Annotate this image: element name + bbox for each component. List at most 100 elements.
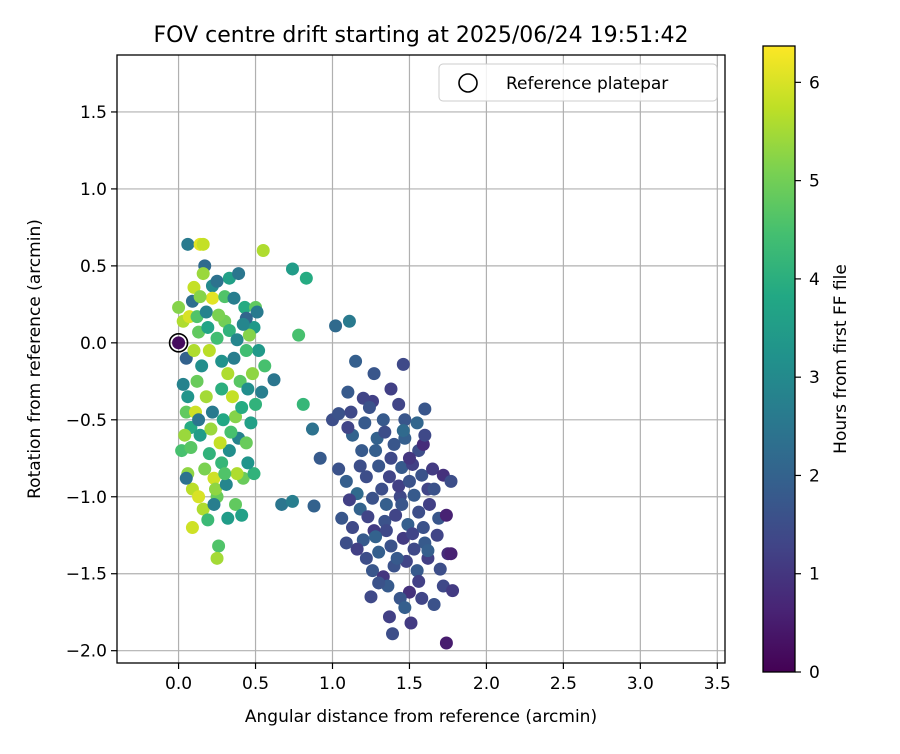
data-point xyxy=(395,497,409,511)
data-point xyxy=(196,267,210,281)
x-tick-label: 3.0 xyxy=(627,674,654,694)
data-point xyxy=(313,451,327,465)
data-point xyxy=(353,459,367,473)
data-point xyxy=(418,428,432,442)
data-point xyxy=(378,425,392,439)
data-point xyxy=(229,497,243,511)
data-point xyxy=(238,300,252,314)
data-point xyxy=(329,319,343,333)
data-point xyxy=(386,627,400,641)
data-point xyxy=(439,508,453,522)
data-point xyxy=(418,402,432,416)
data-point xyxy=(392,397,406,411)
data-point xyxy=(369,530,383,544)
x-axis-label: Angular distance from reference (arcmin) xyxy=(245,707,597,727)
data-point xyxy=(202,447,216,461)
data-point xyxy=(221,511,235,525)
data-point xyxy=(366,564,380,578)
data-point xyxy=(415,468,429,482)
data-point xyxy=(235,400,249,414)
y-tick-label: 0.0 xyxy=(80,334,107,354)
data-point xyxy=(362,400,376,414)
data-point xyxy=(241,456,255,470)
data-point xyxy=(192,413,206,427)
data-point xyxy=(207,471,221,485)
data-point xyxy=(296,397,310,411)
data-point xyxy=(196,502,210,516)
data-point xyxy=(384,382,398,396)
data-point xyxy=(426,462,440,476)
data-point xyxy=(305,422,319,436)
data-point xyxy=(412,505,426,519)
x-tick-label: 2.5 xyxy=(550,674,577,694)
y-tick-label: 1.0 xyxy=(80,180,107,200)
data-point xyxy=(407,542,421,556)
data-point xyxy=(275,497,289,511)
data-point xyxy=(232,267,246,281)
data-point xyxy=(209,482,223,496)
reference-marker xyxy=(168,333,189,353)
data-point xyxy=(398,601,412,615)
colorbar-tick-label: 4 xyxy=(809,270,820,290)
data-point xyxy=(255,385,269,399)
data-point xyxy=(339,474,353,488)
data-point xyxy=(179,405,193,419)
data-point xyxy=(416,521,430,535)
data-point xyxy=(184,441,198,455)
data-point xyxy=(204,422,218,436)
data-point xyxy=(210,551,224,565)
data-point xyxy=(344,405,358,419)
data-point xyxy=(222,324,236,338)
data-point xyxy=(421,544,435,558)
data-point xyxy=(285,494,299,508)
data-point xyxy=(358,416,372,430)
x-tick-label: 0.0 xyxy=(165,674,192,694)
data-point xyxy=(364,590,378,604)
data-point xyxy=(218,467,232,481)
data-point xyxy=(193,428,207,442)
data-point xyxy=(245,367,259,381)
data-point xyxy=(215,456,229,470)
data-point xyxy=(229,410,243,424)
y-tick-label: −2.0 xyxy=(66,642,107,662)
data-point xyxy=(332,462,346,476)
data-point xyxy=(339,536,353,550)
data-point xyxy=(201,513,215,527)
data-point xyxy=(199,305,213,319)
data-point xyxy=(395,461,409,475)
data-point xyxy=(207,497,221,511)
data-point xyxy=(359,551,373,565)
data-point xyxy=(342,493,356,507)
data-point xyxy=(412,574,426,588)
data-point xyxy=(205,291,219,305)
colorbar-tick-label: 3 xyxy=(809,368,820,388)
data-point xyxy=(382,610,396,624)
data-point xyxy=(410,564,424,578)
data-point xyxy=(422,497,436,511)
data-point xyxy=(427,598,441,612)
data-point xyxy=(379,497,393,511)
data-point xyxy=(372,545,386,559)
y-tick-label: 1.5 xyxy=(80,103,107,123)
legend-label: Reference platepar xyxy=(506,74,668,94)
colorbar-tick-label: 5 xyxy=(809,172,820,192)
data-point xyxy=(402,451,416,465)
colorbar-tick-label: 1 xyxy=(809,565,820,585)
colorbar: 0 1 2 3 4 5 6 Hours from first FF file xyxy=(762,45,851,683)
data-point xyxy=(350,542,364,556)
data-point xyxy=(230,333,244,347)
data-point xyxy=(252,344,266,358)
data-point xyxy=(389,508,403,522)
data-point xyxy=(376,413,390,427)
colorbar-tick-label: 2 xyxy=(809,466,820,486)
data-point xyxy=(355,444,369,458)
data-point xyxy=(356,391,370,405)
data-point xyxy=(181,237,195,251)
data-point xyxy=(230,467,244,481)
y-tick-label: 0.5 xyxy=(80,257,107,277)
data-point xyxy=(382,470,396,484)
x-axis-ticks: 0.0 0.5 1.0 1.5 2.0 2.5 3.0 3.5 xyxy=(165,663,731,694)
data-point xyxy=(346,521,360,535)
data-point xyxy=(342,314,356,328)
data-point xyxy=(367,367,381,381)
